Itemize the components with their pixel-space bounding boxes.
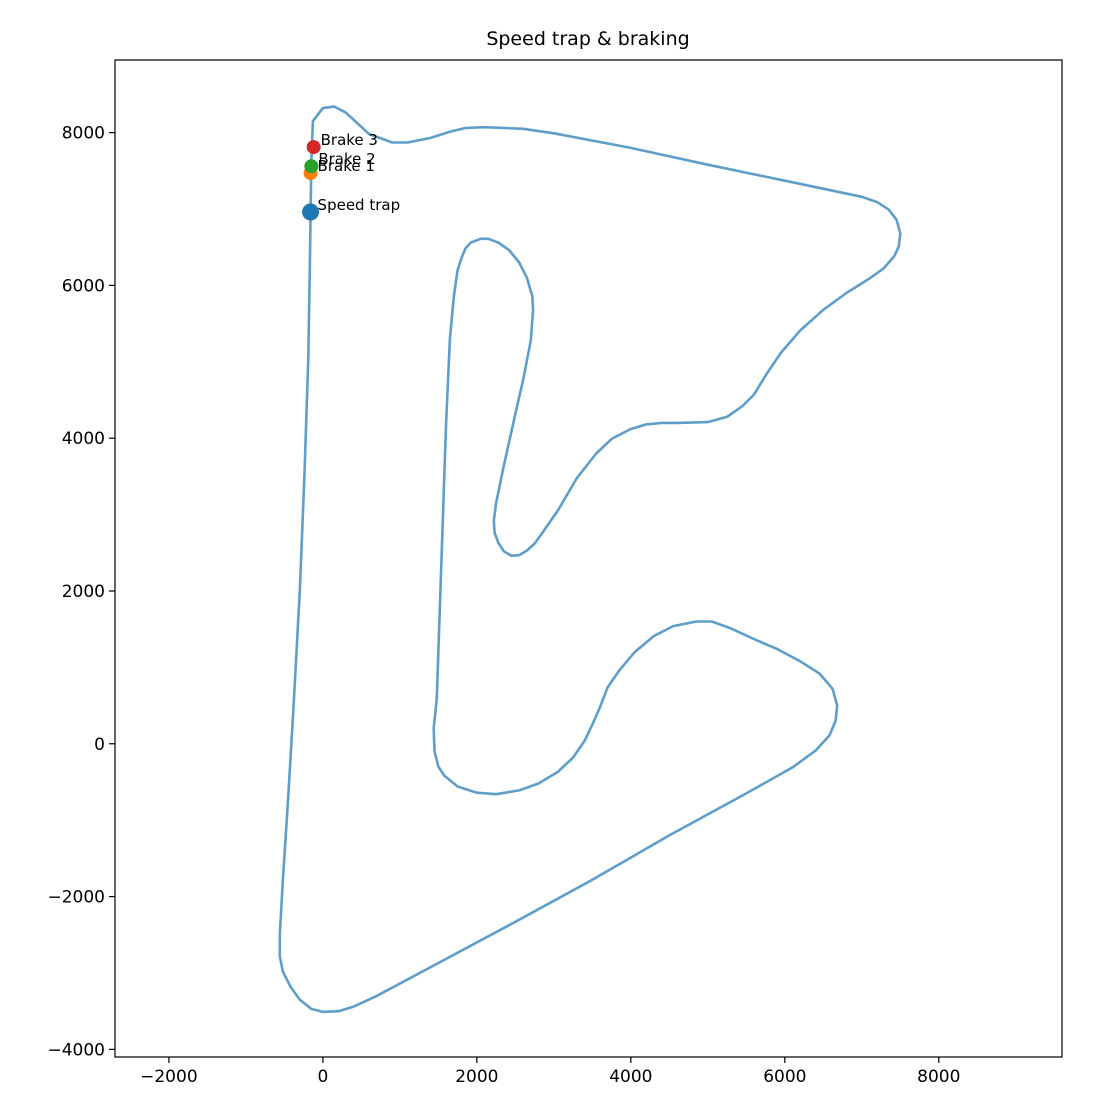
y-tick-label: −2000 xyxy=(47,888,105,908)
x-tick-label: 4000 xyxy=(609,1067,652,1087)
y-tick-label: 6000 xyxy=(62,276,105,296)
brake-1-label: Brake 1 xyxy=(318,157,375,175)
y-tick-label: 0 xyxy=(94,735,105,755)
brake-2-marker xyxy=(304,159,319,174)
x-tick-label: 2000 xyxy=(455,1067,498,1087)
y-tick-label: −4000 xyxy=(47,1040,105,1060)
y-tick-label: 8000 xyxy=(62,124,105,144)
track-line-1 xyxy=(278,105,902,1014)
y-axis: −4000 −2000 0 2000 4000 6000 8000 xyxy=(47,124,115,1060)
y-tick-label: 2000 xyxy=(62,582,105,602)
chart-title: Speed trap & braking xyxy=(486,28,689,50)
x-tick-label: 6000 xyxy=(763,1067,806,1087)
x-axis: −2000 0 2000 4000 6000 8000 xyxy=(140,1057,960,1087)
brake-2-label: Brake 2 xyxy=(318,150,375,168)
x-tick-label: −2000 xyxy=(140,1067,198,1087)
brake-3-label: Brake 3 xyxy=(321,131,378,149)
y-tick-label: 4000 xyxy=(62,429,105,449)
x-tick-label: 8000 xyxy=(917,1067,960,1087)
x-tick-label: 0 xyxy=(317,1067,328,1087)
speed-trap-marker xyxy=(302,203,320,221)
axes-frame xyxy=(114,59,1063,1058)
brake-3-marker xyxy=(306,140,321,155)
speed-trap-label: Speed trap xyxy=(318,196,401,214)
